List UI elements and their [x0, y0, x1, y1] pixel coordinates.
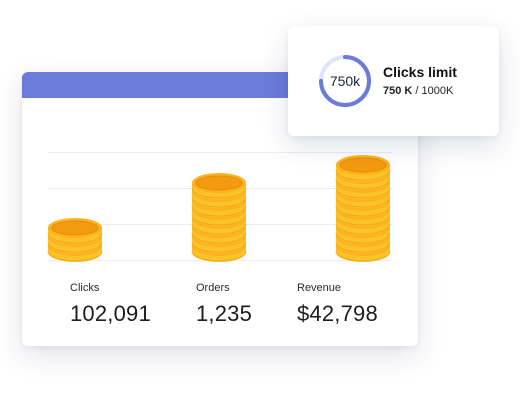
metric-clicks: Clicks 102,091 — [70, 282, 151, 327]
metric-label: Clicks — [70, 282, 100, 294]
limit-title: Clicks limit — [383, 64, 457, 80]
metric-orders: Orders 1,235 — [196, 282, 252, 327]
metric-label: Revenue — [297, 282, 342, 294]
coin-stack — [191, 173, 247, 262]
progress-ring-icon — [319, 55, 371, 107]
coin-top-rim — [339, 157, 387, 173]
coin-top-face — [196, 176, 242, 190]
metric-label: Orders — [196, 282, 230, 294]
progress-ring-label: 750k — [329, 73, 361, 89]
coin-stack — [335, 155, 391, 262]
coin-stacks-illustration — [47, 155, 391, 262]
progress-ring-fill — [319, 55, 371, 107]
limit-used: 750 K — [383, 85, 413, 97]
metric-value: 102,091 — [70, 301, 151, 326]
limit-usage: 750 K / 1000K — [383, 85, 453, 97]
coin-top-face — [52, 221, 98, 235]
metric-revenue: Revenue $42,798 — [297, 282, 378, 327]
metric-value: $42,798 — [297, 301, 378, 326]
coin-top-face — [340, 158, 386, 172]
metric-value: 1,235 — [196, 301, 253, 326]
coin-top-rim — [51, 220, 99, 236]
limit-total: 1000K — [421, 85, 454, 97]
coin-stack — [47, 218, 103, 262]
limit-separator: / — [412, 85, 422, 97]
coin-top-rim — [195, 175, 243, 191]
clicks-limit-card: 750k Clicks limit 750 K / 1000K — [288, 26, 499, 136]
grid-line — [48, 152, 392, 153]
